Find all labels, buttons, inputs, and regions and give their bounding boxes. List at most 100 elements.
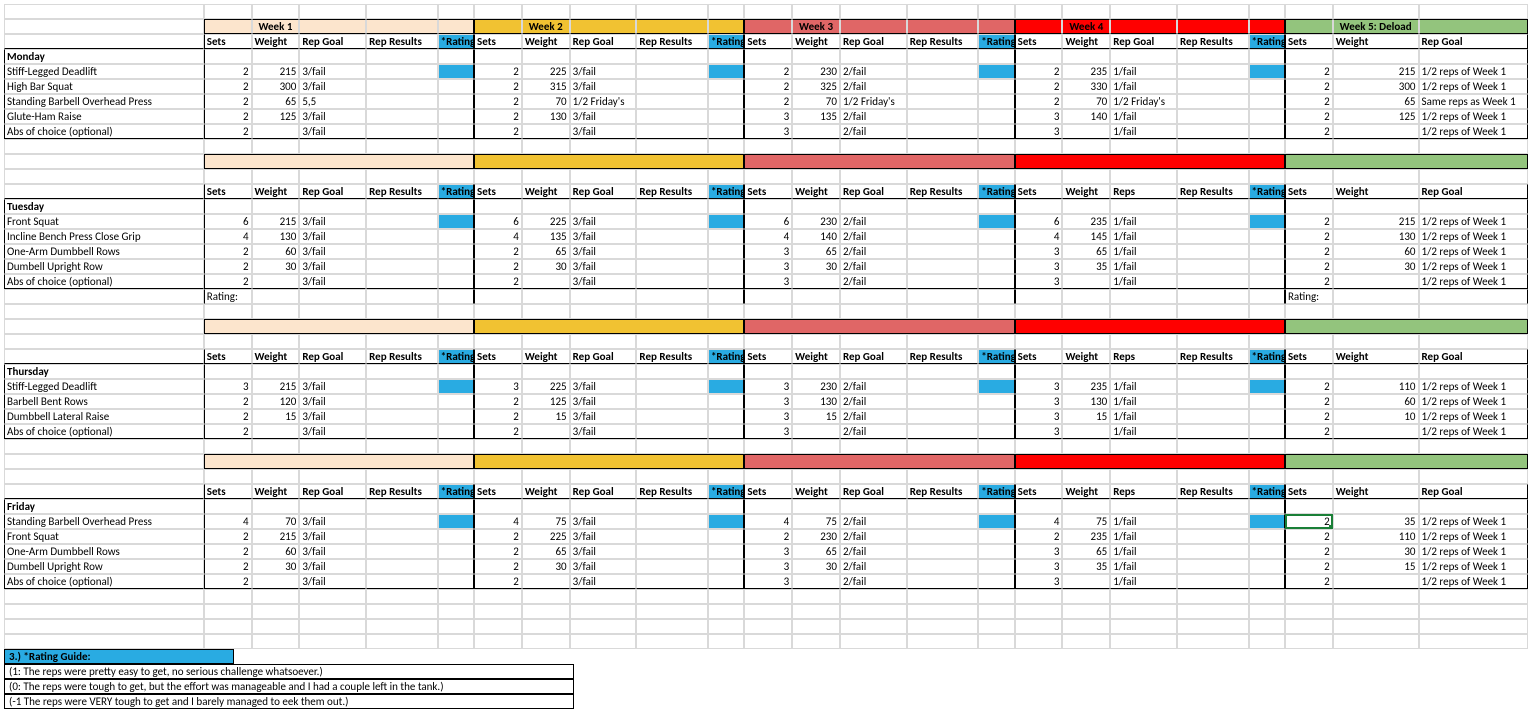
data-cell[interactable]: [708, 94, 744, 109]
data-cell[interactable]: [1177, 514, 1249, 529]
data-cell[interactable]: [708, 274, 744, 289]
data-cell[interactable]: [636, 109, 708, 124]
data-cell[interactable]: 4: [474, 229, 522, 244]
data-cell[interactable]: [1249, 379, 1285, 394]
data-cell[interactable]: [978, 274, 1014, 289]
data-cell[interactable]: [252, 124, 300, 139]
data-cell[interactable]: [1177, 424, 1249, 439]
data-cell[interactable]: 215: [252, 529, 300, 544]
data-cell[interactable]: 3/fail: [570, 79, 637, 94]
data-cell[interactable]: 3: [744, 244, 792, 259]
data-cell[interactable]: 2/fail: [840, 529, 907, 544]
data-cell[interactable]: 5,5: [299, 94, 366, 109]
data-cell[interactable]: [978, 544, 1014, 559]
data-cell[interactable]: 1/2 reps of Week 1: [1419, 379, 1529, 394]
data-cell[interactable]: 2/fail: [840, 544, 907, 559]
data-cell[interactable]: 1/2 reps of Week 1: [1419, 64, 1529, 79]
data-cell[interactable]: 2/fail: [840, 379, 907, 394]
data-cell[interactable]: 2/fail: [840, 109, 907, 124]
data-cell[interactable]: [907, 244, 979, 259]
data-cell[interactable]: [636, 244, 708, 259]
data-cell[interactable]: [792, 274, 840, 289]
data-cell[interactable]: 1/fail: [1110, 259, 1177, 274]
data-cell[interactable]: [636, 214, 708, 229]
data-cell[interactable]: 1/fail: [1110, 64, 1177, 79]
data-cell[interactable]: [438, 259, 474, 274]
data-cell[interactable]: 1/2 reps of Week 1: [1419, 409, 1529, 424]
data-cell[interactable]: [907, 79, 979, 94]
data-cell[interactable]: 3/fail: [570, 124, 637, 139]
data-cell[interactable]: 3/fail: [299, 79, 366, 94]
data-cell[interactable]: 2: [474, 409, 522, 424]
data-cell[interactable]: [438, 379, 474, 394]
data-cell[interactable]: 3: [744, 409, 792, 424]
data-cell[interactable]: [366, 574, 438, 589]
data-cell[interactable]: 3/fail: [299, 544, 366, 559]
data-cell[interactable]: 125: [1333, 109, 1419, 124]
data-cell[interactable]: 2: [474, 544, 522, 559]
data-cell[interactable]: 3/fail: [299, 409, 366, 424]
data-cell[interactable]: [1249, 574, 1285, 589]
data-cell[interactable]: 135: [522, 229, 570, 244]
data-cell[interactable]: 3/fail: [570, 109, 637, 124]
data-cell[interactable]: 1/fail: [1110, 244, 1177, 259]
data-cell[interactable]: 60: [252, 544, 300, 559]
data-cell[interactable]: 75: [1062, 514, 1110, 529]
data-cell[interactable]: 2: [1015, 94, 1063, 109]
data-cell[interactable]: 2: [1285, 559, 1333, 574]
data-cell[interactable]: [438, 529, 474, 544]
data-cell[interactable]: 130: [252, 229, 300, 244]
data-cell[interactable]: 4: [744, 514, 792, 529]
data-cell[interactable]: [1249, 274, 1285, 289]
data-cell[interactable]: 215: [252, 64, 300, 79]
data-cell[interactable]: [636, 559, 708, 574]
data-cell[interactable]: 1/fail: [1110, 409, 1177, 424]
data-cell[interactable]: [438, 244, 474, 259]
data-cell[interactable]: [1333, 574, 1419, 589]
data-cell[interactable]: 3: [1015, 409, 1063, 424]
data-cell[interactable]: 2: [204, 409, 252, 424]
data-cell[interactable]: 15: [1062, 409, 1110, 424]
data-cell[interactable]: 2: [204, 124, 252, 139]
data-cell[interactable]: 65: [792, 544, 840, 559]
data-cell[interactable]: [907, 394, 979, 409]
data-cell[interactable]: [1062, 274, 1110, 289]
data-cell[interactable]: 230: [792, 64, 840, 79]
data-cell[interactable]: 2/fail: [840, 559, 907, 574]
data-cell[interactable]: 130: [1333, 229, 1419, 244]
data-cell[interactable]: 30: [252, 259, 300, 274]
data-cell[interactable]: 1/fail: [1110, 529, 1177, 544]
data-cell[interactable]: 225: [522, 379, 570, 394]
data-cell[interactable]: [907, 124, 979, 139]
data-cell[interactable]: 3: [1015, 424, 1063, 439]
data-cell[interactable]: [708, 259, 744, 274]
data-cell[interactable]: 3/fail: [570, 574, 637, 589]
data-cell[interactable]: [978, 94, 1014, 109]
data-cell[interactable]: [1177, 529, 1249, 544]
data-cell[interactable]: 2: [1285, 79, 1333, 94]
data-cell[interactable]: 225: [522, 64, 570, 79]
data-cell[interactable]: 30: [1333, 544, 1419, 559]
data-cell[interactable]: [1177, 259, 1249, 274]
data-cell[interactable]: 3: [1015, 559, 1063, 574]
data-cell[interactable]: [366, 409, 438, 424]
data-cell[interactable]: [1177, 229, 1249, 244]
data-cell[interactable]: 325: [792, 79, 840, 94]
data-cell[interactable]: [978, 559, 1014, 574]
data-cell[interactable]: 4: [1015, 514, 1063, 529]
data-cell[interactable]: [366, 259, 438, 274]
data-cell[interactable]: 3: [744, 109, 792, 124]
data-cell[interactable]: 3/fail: [570, 229, 637, 244]
data-cell[interactable]: 2: [1285, 274, 1333, 289]
data-cell[interactable]: 2: [1285, 574, 1333, 589]
data-cell[interactable]: [438, 559, 474, 574]
data-cell[interactable]: [907, 274, 979, 289]
data-cell[interactable]: 70: [252, 514, 300, 529]
data-cell[interactable]: 125: [252, 109, 300, 124]
data-cell[interactable]: [522, 124, 570, 139]
data-cell[interactable]: 2: [744, 529, 792, 544]
data-cell[interactable]: [438, 544, 474, 559]
data-cell[interactable]: [907, 109, 979, 124]
data-cell[interactable]: 215: [252, 214, 300, 229]
data-cell[interactable]: [907, 379, 979, 394]
